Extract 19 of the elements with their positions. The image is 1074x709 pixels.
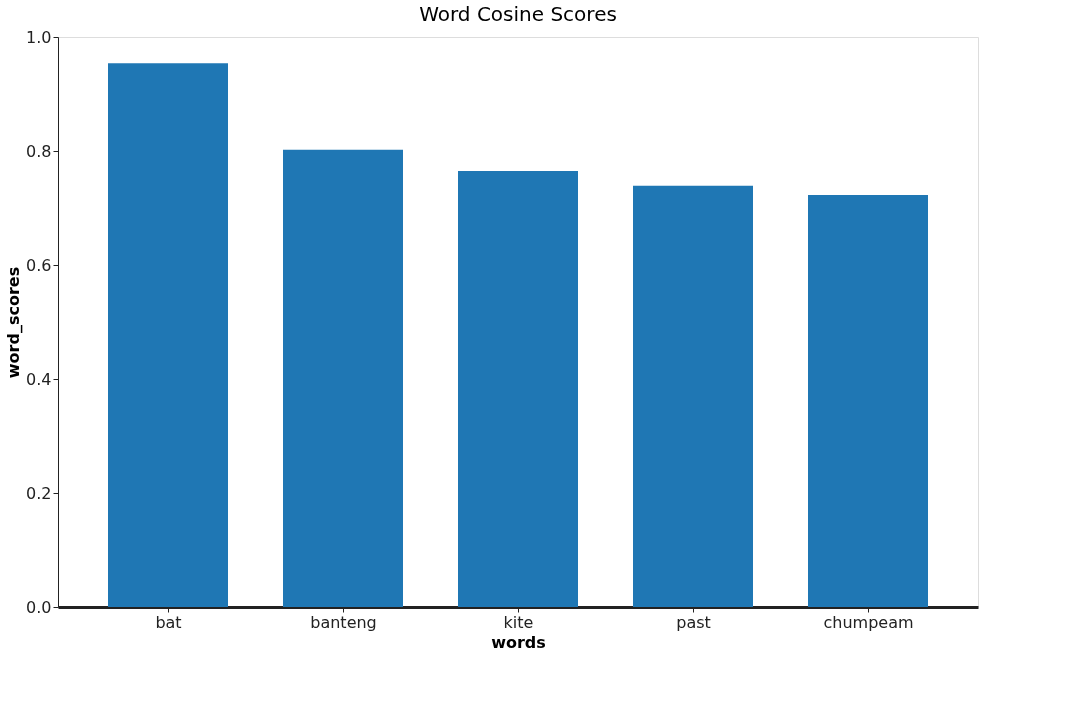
x-tick-label: past [676, 612, 711, 632]
y-axis-title: word_scores [4, 266, 24, 379]
bar [458, 170, 578, 607]
y-tick-label: 0.6 [26, 255, 52, 275]
x-tick-label: bat [155, 612, 182, 632]
bar [633, 185, 753, 607]
x-tick-label: kite [503, 612, 534, 632]
y-tick-label: 0.4 [26, 369, 52, 389]
y-tick-label: 1.0 [26, 27, 52, 47]
chart-title: Word Cosine Scores [419, 2, 617, 26]
y-tick-label: 0.0 [26, 597, 52, 617]
bar [808, 194, 928, 607]
bar [108, 63, 228, 607]
y-tick-label: 0.2 [26, 483, 52, 503]
y-tick-label: 0.8 [26, 141, 52, 161]
x-axis-title: words [491, 632, 546, 652]
x-tick-label: banteng [310, 612, 377, 632]
bar [283, 149, 403, 607]
x-tick-label: chumpeam [823, 612, 914, 632]
